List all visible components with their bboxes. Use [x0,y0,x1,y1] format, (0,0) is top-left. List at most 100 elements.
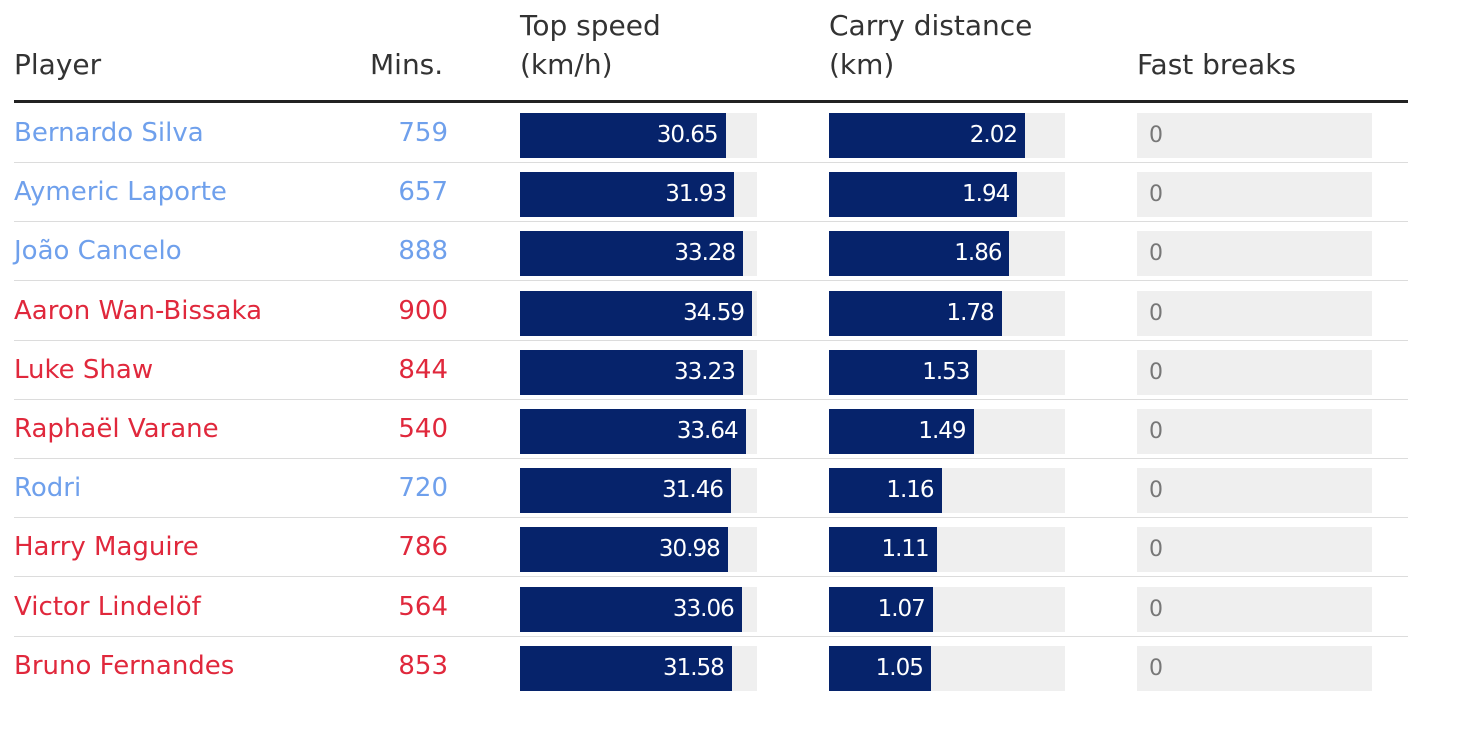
header-fast-breaks: Fast breaks [1137,48,1297,81]
row-divider [14,398,1408,400]
minutes-value: 786 [398,532,448,563]
table-row: Aaron Wan-Bissaka 900 34.59 1.78 0 [14,282,1408,341]
fast-breaks-track: 0 [1137,349,1372,395]
table-row: Luke Shaw 844 33.23 1.53 0 [14,341,1408,400]
top-speed-track: 33.23 [520,349,757,395]
minutes-value: 759 [398,118,448,148]
top-speed-bar [520,172,735,218]
row-divider [14,221,1408,223]
top-speed-track: 31.46 [520,468,757,514]
carry-distance-bar [829,290,1002,336]
top-speed-label: 34.59 [683,299,745,326]
fast-breaks-label: 0 [1149,123,1163,148]
player-name-link[interactable]: Rodri [14,473,82,504]
player-name-link[interactable]: Bernardo Silva [14,118,204,148]
carry-distance-track: 1.07 [829,586,1065,632]
top-speed-label: 33.23 [674,358,736,385]
header-divider [14,100,1408,103]
top-speed-track: 30.65 [520,113,757,158]
carry-distance-bar [829,586,933,632]
header-mins: Mins. [370,48,444,81]
row-divider [14,339,1408,341]
top-speed-track: 33.28 [520,231,757,277]
carry-distance-label: 1.78 [946,299,994,326]
top-speed-bar [520,645,732,691]
carry-distance-label: 1.11 [881,536,929,563]
table-row: Bruno Fernandes 853 31.58 1.05 0 [14,637,1408,696]
fast-breaks-label: 0 [1149,537,1163,563]
player-name-link[interactable]: Raphaël Varane [14,414,219,444]
header-player: Player [14,48,102,81]
minutes-value: 564 [398,591,448,622]
table-row: João Cancelo 888 33.28 1.86 0 [14,222,1408,282]
top-speed-bar [520,349,743,395]
player-name-link[interactable]: Luke Shaw [14,354,154,385]
top-speed-bar [520,468,731,514]
row-divider [14,517,1408,519]
player-name-link[interactable]: Harry Maguire [14,532,199,563]
fast-breaks-label: 0 [1149,182,1163,208]
minutes-value: 720 [398,473,448,504]
carry-distance-bar [829,349,978,395]
top-speed-label: 31.58 [662,654,725,681]
carry-distance-track: 1.05 [829,645,1065,691]
table-row: Raphaël Varane 540 33.64 1.49 0 [14,400,1408,459]
top-speed-track: 31.93 [520,172,757,218]
top-speed-label: 33.06 [672,595,735,622]
header-carry-line1: Carry distance [829,9,1033,42]
row-divider [14,635,1408,637]
top-speed-label: 31.93 [665,181,727,208]
carry-distance-bar [829,172,1018,218]
fast-breaks-label: 0 [1149,596,1163,622]
fast-breaks-track: 0 [1137,586,1372,632]
row-divider [14,458,1408,459]
top-speed-label: 30.98 [658,536,721,563]
player-name-link[interactable]: Aaron Wan-Bissaka [14,295,263,326]
top-speed-bar [520,586,742,632]
top-speed-track: 31.58 [520,645,757,691]
top-speed-track: 33.06 [520,586,757,632]
carry-distance-bar [829,527,937,573]
top-speed-bar [520,290,752,336]
fast-breaks-label: 0 [1149,655,1163,681]
fast-breaks-label: 0 [1149,359,1163,385]
carry-distance-bar [829,231,1010,277]
fast-breaks-label: 0 [1149,419,1163,444]
carry-distance-track: 2.02 [829,113,1065,158]
carry-distance-bar [829,645,931,691]
carry-distance-label: 1.16 [886,477,934,504]
carry-distance-label: 1.53 [922,358,970,385]
row-divider [14,162,1408,163]
carry-distance-track: 1.53 [829,349,1065,395]
player-name-link[interactable]: Victor Lindelöf [14,591,201,622]
carry-distance-label: 1.05 [875,654,924,681]
minutes-value: 540 [398,414,448,444]
fast-breaks-track: 0 [1137,113,1372,158]
table-row: Rodri 720 31.46 1.16 0 [14,459,1408,519]
carry-distance-label: 1.86 [954,240,1002,267]
minutes-value: 853 [398,650,448,681]
fast-breaks-track: 0 [1137,527,1372,573]
table-row: Bernardo Silva 759 30.65 2.02 0 [14,104,1408,163]
carry-distance-bar [829,468,942,514]
carry-distance-track: 1.11 [829,527,1065,573]
fast-breaks-label: 0 [1149,300,1163,326]
minutes-value: 900 [398,295,448,326]
player-name-link[interactable]: Bruno Fernandes [14,650,235,681]
top-speed-label: 33.64 [676,418,739,444]
top-speed-bar [520,527,728,573]
fast-breaks-track: 0 [1137,409,1372,454]
top-speed-track: 33.64 [520,409,757,454]
header-carry-line2: (km) [829,48,895,81]
header-top-speed-line2: (km/h) [520,48,613,81]
top-speed-label: 31.46 [662,477,724,504]
fast-breaks-track: 0 [1137,468,1372,514]
top-speed-bar [520,409,746,454]
table-row: Aymeric Laporte 657 31.93 1.94 0 [14,163,1408,223]
fast-breaks-label: 0 [1149,478,1163,504]
carry-distance-bar [829,409,974,454]
carry-distance-track: 1.86 [829,231,1065,277]
player-name-link[interactable]: Aymeric Laporte [14,177,227,208]
minutes-value: 888 [398,236,448,267]
player-name-link[interactable]: João Cancelo [14,236,182,267]
